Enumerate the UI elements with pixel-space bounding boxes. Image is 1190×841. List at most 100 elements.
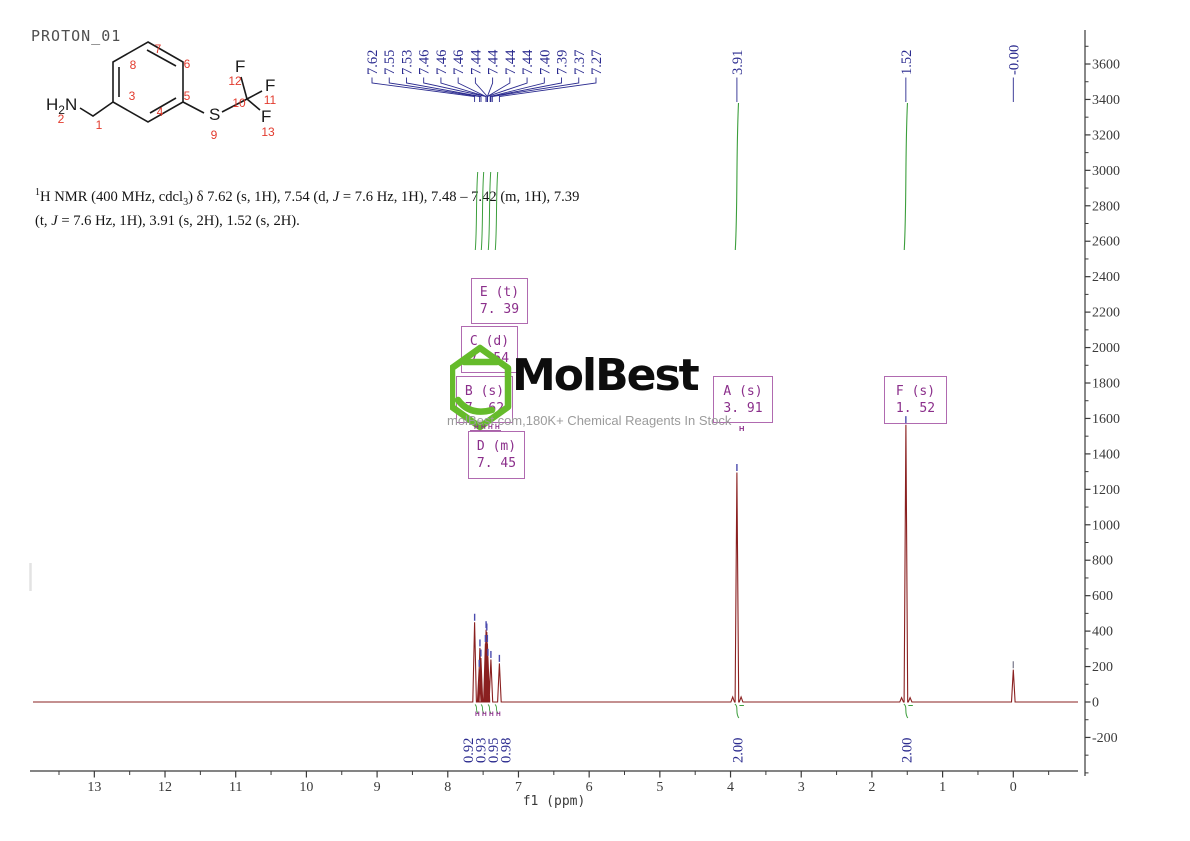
peak-shift-label: 7.46 [451, 50, 467, 75]
y-axis-tick-label: 3200 [1092, 128, 1120, 143]
y-axis-tick-label: 1000 [1092, 518, 1120, 533]
atom-number: 11 [264, 93, 277, 107]
y-axis-tick-label: 3000 [1092, 164, 1120, 179]
spectrum-trace [33, 424, 1078, 703]
y-axis-tick-label: 2600 [1092, 235, 1120, 250]
x-axis-tick-label: 12 [158, 780, 172, 795]
assignment-h-label: H [496, 711, 501, 718]
watermark-tagline: molBest.com,180K+ Chemical Reagents In S… [447, 413, 732, 428]
peak-shift-label: 7.40 [537, 50, 553, 75]
atom-number: 10 [232, 96, 246, 110]
multiplet-box-F: F (s) 1. 52 [884, 376, 947, 424]
multiplet-shift-value: 3. 91 [723, 400, 763, 416]
y-axis-tick-label: 600 [1092, 589, 1113, 604]
citation-fragment: 3 [183, 196, 189, 208]
y-axis-tick-label: 800 [1092, 554, 1113, 569]
assignment-h-label: H [475, 711, 480, 718]
integral-baseline-mark [480, 704, 485, 714]
atom-number: 6 [184, 57, 191, 71]
atom-number: 2 [58, 112, 65, 126]
y-axis-tick-label: 1400 [1092, 447, 1120, 462]
nmr-citation-text: 1H NMR (400 MHz, cdcl3) δ 7.62 (s, 1H), … [35, 183, 653, 231]
amine-group-label: H2N [46, 95, 77, 117]
x-axis-tick-label: 0 [1010, 780, 1017, 795]
y-axis-tick-label: 2000 [1092, 341, 1120, 356]
watermark-brand-text: MolBest [512, 350, 700, 401]
multiplet-id-label: C (d) [469, 333, 510, 349]
y-axis-tick-label: 3600 [1092, 58, 1120, 73]
x-axis-tick-label: 8 [444, 780, 451, 795]
peak-shift-label: 7.44 [468, 49, 484, 75]
multiplet-shift-value: 7. 39 [479, 302, 520, 317]
peak-label-leader [489, 77, 545, 102]
multiplet-box-A: A (s) 3. 91 [713, 376, 773, 423]
y-axis-tick-label: 400 [1092, 625, 1113, 640]
integral-value-label: 0.92 [461, 738, 477, 763]
peak-label-leader [474, 77, 488, 102]
peak-shift-label: 7.27 [589, 50, 605, 75]
fluorine-atom-label: F [261, 107, 271, 126]
peak-shift-label: 7.44 [503, 49, 519, 75]
integral-baseline-mark [474, 704, 479, 714]
multiplet-id-label: B (s) [464, 383, 505, 399]
peak-label-leader [371, 77, 476, 102]
citation-fragment: H NMR (400 MHz, cdcl [40, 188, 184, 205]
x-axis-tick-label: 7 [515, 780, 522, 795]
peak-label-leader [440, 77, 487, 102]
peak-label-leader [406, 77, 482, 102]
experiment-title: PROTON_01 [31, 27, 122, 45]
y-axis-tick-label: 1200 [1092, 483, 1120, 498]
integral-baseline-mark [903, 703, 909, 719]
fluorine-atom-label: F [265, 76, 275, 95]
atom-number: 4 [157, 105, 164, 119]
peak-label-leader [486, 77, 494, 102]
peak-label-leader [486, 77, 511, 102]
atom-number: 9 [211, 128, 218, 142]
multiplet-id-label: E (t) [479, 285, 520, 300]
x-axis-tick-label: 2 [868, 780, 875, 795]
citation-fragment: = 7.6 Hz, 1H), 3.91 (s, 2H), 1.52 (s, 2H… [57, 212, 300, 229]
peak-label-leader [423, 77, 487, 102]
y-axis-tick-label: 2200 [1092, 306, 1120, 321]
peak-label-leader [457, 77, 487, 102]
peak-shift-label: 7.39 [555, 50, 571, 75]
assignment-h-label: H [489, 711, 494, 718]
atom-number: 1 [96, 118, 103, 132]
integral-value-label: 0.98 [499, 738, 515, 763]
peak-shift-label: 7.53 [399, 50, 415, 75]
y-axis-tick-label: 200 [1092, 660, 1113, 675]
peak-shift-label: 7.62 [365, 50, 381, 75]
assignment-h-label: H [482, 711, 487, 718]
x-axis-tick-label: 10 [299, 780, 313, 795]
y-axis-tick-label: -200 [1092, 731, 1118, 746]
peak-shift-label: -0.00 [1006, 45, 1022, 75]
peak-shift-label: 7.44 [520, 49, 536, 75]
y-axis-tick-label: 2400 [1092, 270, 1120, 285]
peak-label-leader [491, 77, 580, 102]
y-axis-tick-label: 2800 [1092, 199, 1120, 214]
citation-fragment: 1 [35, 187, 40, 198]
x-axis-tick-label: 5 [656, 780, 663, 795]
multiplet-id-label: A (s) [723, 383, 763, 399]
integral-value-label: 0.93 [474, 738, 490, 763]
multiplet-shift-value: 7. 45 [476, 456, 517, 471]
x-axis-title: f1 (ppm) [523, 794, 586, 809]
integral-baseline-mark [734, 703, 740, 719]
atom-number: 3 [129, 89, 136, 103]
x-axis-tick-label: 6 [586, 780, 593, 795]
citation-fragment: J [332, 188, 340, 205]
atom-number: 13 [261, 125, 275, 139]
integral-curve [903, 102, 909, 251]
peak-shift-label: 7.37 [572, 50, 588, 75]
atom-number: 8 [130, 58, 137, 72]
peak-shift-label: 7.55 [382, 50, 398, 75]
integral-value-label: 2.00 [730, 738, 746, 763]
y-axis-tick-label: 1800 [1092, 377, 1120, 392]
integral-baseline-mark [487, 704, 492, 714]
peak-shift-label: 7.46 [434, 50, 450, 75]
sulfur-atom-label: S [209, 105, 220, 124]
multiplet-box-D: D (m) 7. 45 [468, 431, 525, 479]
y-axis-tick-label: 3400 [1092, 93, 1120, 108]
x-axis-tick-label: 9 [374, 780, 381, 795]
y-axis-tick-label: 1600 [1092, 412, 1120, 427]
